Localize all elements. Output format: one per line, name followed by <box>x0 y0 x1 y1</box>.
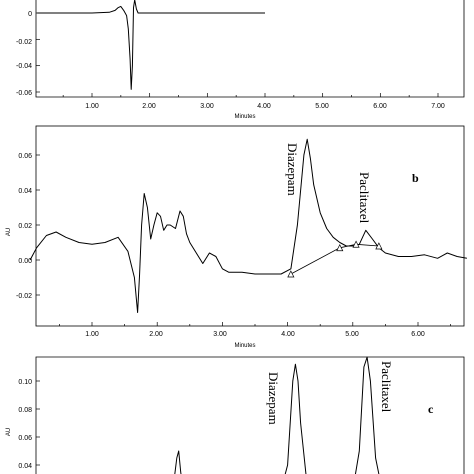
panel-a-x-tick-label: 4.00 <box>257 103 271 110</box>
panel-c-peak-label-diazepam: Diazepam <box>266 372 281 425</box>
panel-b-integration-baseline <box>290 243 379 275</box>
panel-c-frame <box>35 356 465 474</box>
panel-b-baseline <box>290 243 379 275</box>
panel-b-frame <box>35 125 465 327</box>
panel-b-baseline-marker <box>336 243 344 252</box>
panel-b-y-tick-label: 0.02 <box>18 223 32 230</box>
panel-a-x-axis-label: Minutes <box>234 114 255 120</box>
panel-b-letter: b <box>412 171 419 185</box>
panel-a-x-tick-label: 1.00 <box>85 103 99 110</box>
panel-a-frame <box>35 0 465 98</box>
panel-a-x-tick-label: 3.00 <box>200 103 214 110</box>
panel-a-y-tick-label: -0.02 <box>16 39 32 46</box>
panel-b-y-axis-label: AU <box>6 228 12 236</box>
panel-a-y-tick-label: -0.04 <box>16 63 32 70</box>
panel-b-y-tick-label: 0.00 <box>18 258 32 265</box>
panel-c-y-tick-label: 0.08 <box>18 407 32 414</box>
panel-b-x-tick-label: 4.00 <box>281 331 295 338</box>
panel-c-letter: c <box>428 402 434 416</box>
panel-c-y-tick-label: 0.10 <box>18 379 32 386</box>
panel-c-series-line <box>174 356 380 474</box>
panel-b-x-tick-label: 6.00 <box>411 331 425 338</box>
panel-b-x-tick-label: 5.00 <box>345 331 359 338</box>
panel-c-y-axis-label: AU <box>6 428 12 436</box>
panel-b-peak-label-paclitaxel: Paclitaxel <box>357 172 372 224</box>
panel-a-x-tick-label: 2.00 <box>142 103 156 110</box>
panel-a-series-line <box>37 0 265 90</box>
panel-b-x-tick-label: 2.00 <box>149 331 163 338</box>
panel-b: AU 0.06 0.04 0.02 0.00 -0.02 1.00 2.00 3… <box>6 125 467 349</box>
panel-c-y-tick-label: 0.06 <box>18 435 32 442</box>
panel-a-x-tick-label: 7.00 <box>431 103 445 110</box>
panel-b-baseline-marker <box>287 270 295 278</box>
panel-b-y-tick-label: 0.04 <box>18 188 32 195</box>
panel-c: AU 0.10 0.08 0.06 0.04 Diazepam Paclitax… <box>6 356 465 474</box>
panel-a-series <box>37 0 265 90</box>
panel-c-series <box>174 356 380 474</box>
panel-a: 0 -0.02 -0.04 -0.06 1.00 2.00 3.00 4.00 … <box>16 0 465 120</box>
panel-b-x-tick-label: 3.00 <box>213 331 227 338</box>
panel-b-baseline-marker <box>352 240 360 248</box>
panel-b-x-axis-label: Minutes <box>234 343 255 349</box>
panel-b-markers <box>287 240 383 278</box>
panel-b-peak-label-diazepam: Diazepam <box>285 143 300 196</box>
panel-a-x-tick-label: 5.00 <box>315 103 329 110</box>
panel-a-x-tick-label: 6.00 <box>373 103 387 110</box>
panel-b-x-tick-label: 1.00 <box>85 331 99 338</box>
panel-a-y-tick-label: 0 <box>28 11 32 18</box>
panel-b-series <box>29 138 467 313</box>
panel-a-y-tick-label: -0.06 <box>16 90 32 97</box>
panel-b-y-tick-label: 0.06 <box>18 153 32 160</box>
panel-c-peak-label-paclitaxel: Paclitaxel <box>379 361 394 413</box>
panel-b-series-line <box>29 138 467 313</box>
panel-b-y-tick-label: -0.02 <box>16 293 32 300</box>
panel-b-baseline-marker <box>375 242 383 250</box>
panel-c-y-tick-label: 0.04 <box>18 463 32 470</box>
